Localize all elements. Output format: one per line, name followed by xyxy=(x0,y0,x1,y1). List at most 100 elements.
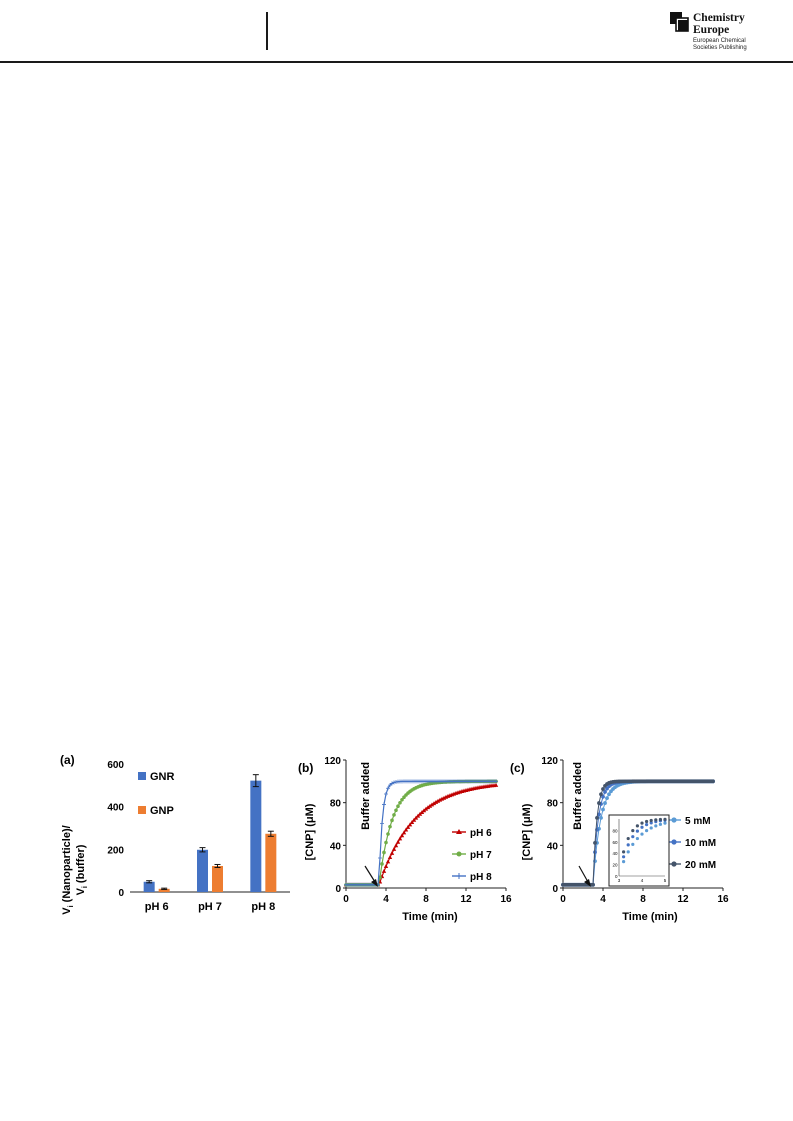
panel-b-xtick-label: 4 xyxy=(383,894,389,905)
panel-b-point xyxy=(384,792,388,797)
panel-c-inset-point xyxy=(635,824,640,828)
panel-a-ytick-label: 400 xyxy=(107,803,124,814)
panel-b-point xyxy=(407,822,413,827)
panel-c-inset-point xyxy=(663,821,667,825)
panel-c-inset-point xyxy=(645,823,649,827)
panel-c-inset-point xyxy=(649,821,653,825)
panel-b-xtick-label: 12 xyxy=(460,894,472,905)
panel-b-ylabel: [CNP] (μM) xyxy=(304,803,316,860)
panel-c-inset-point xyxy=(649,826,653,830)
panel-b-legend-marker xyxy=(456,851,462,857)
panel-b-legend-label: pH 7 xyxy=(470,850,492,861)
brand-line-1: Chemistry xyxy=(693,12,745,24)
panel-b-point xyxy=(380,821,384,826)
panel-c-inset-point xyxy=(640,821,644,825)
panel-c-legend-label: 5 mM xyxy=(685,816,711,827)
publisher-line-1: European Chemical xyxy=(693,38,746,44)
panel-b-point xyxy=(386,786,390,791)
panel-c-xlabel: Time (min) xyxy=(622,911,678,923)
panel-c-annotation: Buffer added xyxy=(572,762,584,830)
panel-a-bar xyxy=(158,888,170,892)
panel-c-inset-point xyxy=(649,818,653,823)
panel-a-bar xyxy=(250,780,262,892)
panel-c-inset-point xyxy=(658,817,663,822)
chemistry-europe-logo-icon xyxy=(670,12,689,32)
panel-c-inset-ytick-label: 80 xyxy=(612,828,618,833)
panel-c-inset-point xyxy=(622,855,626,859)
brand-line-2: Europe xyxy=(693,24,730,36)
panel-b-point xyxy=(384,840,388,845)
header-rule xyxy=(0,61,793,63)
panel-a-ylabel-line1: Vi (Nanoparticle)/ xyxy=(61,825,75,914)
panel-a-bar xyxy=(197,849,208,892)
panel-b-ytick-label: 40 xyxy=(330,841,342,852)
panel-b-point xyxy=(382,802,386,807)
panel-c-inset-point xyxy=(635,836,640,841)
panel-c-xtick-label: 0 xyxy=(560,894,566,905)
panel-c-ylabel: [CNP] (μM) xyxy=(521,803,533,860)
panel-b-arrowhead xyxy=(371,879,378,887)
panel-b-point xyxy=(493,782,499,787)
panel-b-legend-label: pH 6 xyxy=(470,828,492,839)
panel-b-point xyxy=(401,830,407,835)
panel-c-inset-point xyxy=(622,860,626,864)
panel-a-legend-label: GNP xyxy=(150,805,174,817)
panel-b-letter: (b) xyxy=(298,761,313,775)
panel-c-inset-point xyxy=(635,829,640,833)
panel-a-ylabel-line2: Vi (buffer) xyxy=(75,844,89,895)
panel-c-legend-marker xyxy=(671,839,677,845)
panel-b: (b) [CNP] (μM) Time (min) Buffer added 0… xyxy=(298,756,512,923)
figure-panels: (a) Vi (Nanoparticle)/ Vi (buffer) 0 200 4… xyxy=(60,748,740,928)
panel-b-point xyxy=(421,808,427,813)
panel-b-point xyxy=(400,797,404,802)
panel-c-legend-marker xyxy=(671,861,677,867)
panel-b-point xyxy=(398,800,402,805)
panel-c-inset-xtick-label: 3 xyxy=(618,878,621,883)
panel-b-point xyxy=(437,797,443,802)
panel-b-xlabel: Time (min) xyxy=(402,911,458,923)
journal-header: Chemistry Europe European Chemical Socie… xyxy=(0,0,793,64)
panel-c-inset-point xyxy=(626,850,630,854)
panel-b-ytick-label: 0 xyxy=(335,884,341,895)
logo-subtitle: European Chemical Societies Publishing xyxy=(693,38,747,52)
panel-b-axes: 0 40 80 120 0 4 8 12 16 xyxy=(324,756,512,905)
panel-b-ytick-label: 120 xyxy=(324,756,341,767)
panel-b-point xyxy=(392,780,396,785)
panel-b-ytick-label: 80 xyxy=(330,799,342,810)
logo-title: Chemistry Europe xyxy=(693,12,745,36)
panel-b-point xyxy=(399,833,405,838)
panel-c: (c) [CNP] (μM) Time (min) Buffer added 0… xyxy=(510,756,729,923)
panel-a-ytick-label: 200 xyxy=(107,845,124,856)
panel-b-point xyxy=(393,843,399,848)
panel-b-point xyxy=(433,799,439,804)
panel-b-point xyxy=(385,859,391,864)
panel-c-inset-point xyxy=(654,818,658,822)
panel-c-inset-ytick-label: 0 xyxy=(615,874,618,879)
panel-a-xtick-label: pH 7 xyxy=(198,901,222,913)
panel-b-point xyxy=(494,779,498,784)
figure-svg: (a) Vi (Nanoparticle)/ Vi (buffer) 0 200 4… xyxy=(60,753,729,923)
panel-a-axes: 0 200 400 600 pH 6 pH 7 pH 8 xyxy=(107,760,290,913)
panel-b-point xyxy=(389,850,395,855)
panel-b-point xyxy=(386,832,390,836)
panel-a-letter: (a) xyxy=(60,753,75,767)
panel-b-point xyxy=(388,824,392,829)
panel-c-inset-point xyxy=(640,832,644,836)
panel-c-inset: 0 20 40 60 80 3 4 5 xyxy=(608,814,670,887)
panel-a-bars xyxy=(143,774,277,892)
panel-b-legend-marker xyxy=(456,829,462,834)
panel-c-inset-point xyxy=(658,822,663,826)
panel-c-arrowhead xyxy=(584,879,591,887)
panel-b-point xyxy=(392,813,396,817)
panel-b-point xyxy=(435,798,441,803)
panel-b-point xyxy=(378,855,382,860)
panel-c-inset-ytick-label: 40 xyxy=(612,851,618,856)
panel-a-xtick-label: pH 8 xyxy=(251,901,275,913)
panel-a-legend-swatch xyxy=(138,772,146,780)
panel-c-xtick-label: 16 xyxy=(717,894,729,905)
panel-b-point xyxy=(403,827,409,832)
panel-c-xtick-label: 8 xyxy=(640,894,646,905)
panel-b-point xyxy=(390,818,394,823)
panel-c-annotation-arrow xyxy=(578,865,589,883)
